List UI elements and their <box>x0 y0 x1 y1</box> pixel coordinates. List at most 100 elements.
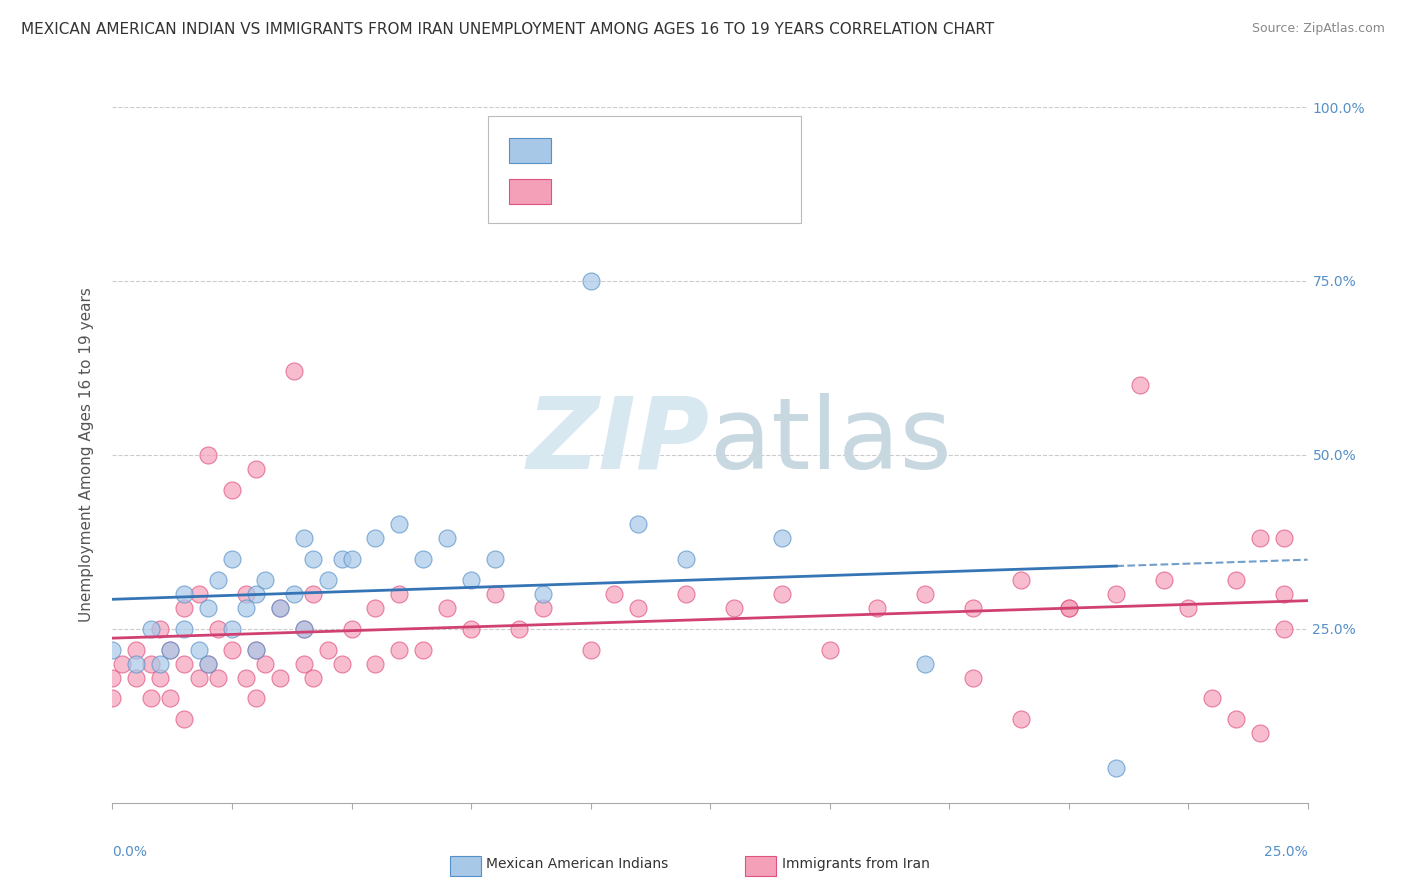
Point <box>508 622 530 636</box>
Point <box>1225 573 1247 587</box>
Point <box>330 552 353 566</box>
Point <box>1272 532 1295 546</box>
Point <box>207 671 229 685</box>
Point <box>101 691 124 706</box>
Point <box>531 601 554 615</box>
Point <box>603 587 626 601</box>
Point <box>292 532 315 546</box>
Point <box>627 601 650 615</box>
Point <box>316 573 339 587</box>
Point <box>197 448 219 462</box>
Point <box>139 622 162 636</box>
Point <box>269 601 291 615</box>
Point <box>412 642 434 657</box>
Point <box>770 532 793 546</box>
Point <box>388 517 411 532</box>
Point <box>197 657 219 671</box>
Text: N =: N = <box>657 182 696 200</box>
Point <box>245 642 267 657</box>
Text: 75: 75 <box>685 182 710 200</box>
Point <box>579 642 602 657</box>
Point <box>1249 532 1271 546</box>
Point <box>675 587 697 601</box>
Point <box>101 671 124 685</box>
Point <box>302 587 325 601</box>
Point <box>675 552 697 566</box>
Point <box>139 657 162 671</box>
Point <box>340 552 363 566</box>
Text: N =: N = <box>657 141 696 159</box>
Point <box>245 462 267 476</box>
Point <box>235 587 257 601</box>
Text: Source: ZipAtlas.com: Source: ZipAtlas.com <box>1251 22 1385 36</box>
Point <box>207 573 229 587</box>
Text: 0.336: 0.336 <box>593 182 650 200</box>
Point <box>302 552 325 566</box>
Point <box>173 587 195 601</box>
Text: 0.290: 0.290 <box>593 141 650 159</box>
Point <box>962 671 984 685</box>
Point <box>245 691 267 706</box>
Point <box>316 642 339 657</box>
Point <box>330 657 353 671</box>
Point <box>207 622 229 636</box>
Text: R =: R = <box>562 141 602 159</box>
Point <box>1010 573 1032 587</box>
Point <box>1129 378 1152 392</box>
Text: atlas: atlas <box>710 392 952 490</box>
Text: 38: 38 <box>685 141 710 159</box>
Point <box>173 601 195 615</box>
Point <box>914 587 936 601</box>
Point <box>269 601 291 615</box>
Point <box>1272 622 1295 636</box>
Point <box>484 587 506 601</box>
Point <box>436 532 458 546</box>
Text: 0.0%: 0.0% <box>112 845 148 858</box>
Point <box>235 601 257 615</box>
Text: Mexican American Indians: Mexican American Indians <box>486 857 669 871</box>
Point <box>579 274 602 288</box>
Text: ZIP: ZIP <box>527 392 710 490</box>
Point <box>221 552 243 566</box>
Point <box>221 483 243 497</box>
Point <box>235 671 257 685</box>
Point <box>1153 573 1175 587</box>
Point <box>1105 761 1128 775</box>
Point <box>149 622 172 636</box>
Text: MEXICAN AMERICAN INDIAN VS IMMIGRANTS FROM IRAN UNEMPLOYMENT AMONG AGES 16 TO 19: MEXICAN AMERICAN INDIAN VS IMMIGRANTS FR… <box>21 22 994 37</box>
Point <box>111 657 134 671</box>
Text: 25.0%: 25.0% <box>1264 845 1308 858</box>
Point <box>962 601 984 615</box>
Point <box>187 671 209 685</box>
Point <box>159 642 181 657</box>
Point <box>1249 726 1271 740</box>
Point <box>139 691 162 706</box>
Point <box>125 642 148 657</box>
Point <box>125 657 148 671</box>
Point <box>818 642 841 657</box>
Point <box>914 657 936 671</box>
Point <box>292 622 315 636</box>
Point <box>460 622 482 636</box>
Point <box>770 587 793 601</box>
Point <box>283 587 305 601</box>
Point <box>1010 712 1032 726</box>
Y-axis label: Unemployment Among Ages 16 to 19 years: Unemployment Among Ages 16 to 19 years <box>79 287 94 623</box>
Point <box>1105 587 1128 601</box>
Point <box>460 573 482 587</box>
Point <box>159 691 181 706</box>
Point <box>292 657 315 671</box>
Text: R =: R = <box>562 182 602 200</box>
Point <box>866 601 889 615</box>
Point <box>245 587 267 601</box>
Point <box>101 642 124 657</box>
Point <box>627 517 650 532</box>
Point <box>412 552 434 566</box>
Point <box>221 642 243 657</box>
Point <box>197 657 219 671</box>
Point <box>149 657 172 671</box>
Point <box>254 573 277 587</box>
Point <box>159 642 181 657</box>
Point <box>1225 712 1247 726</box>
Point <box>302 671 325 685</box>
